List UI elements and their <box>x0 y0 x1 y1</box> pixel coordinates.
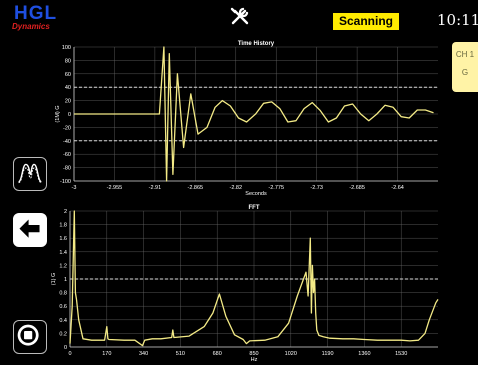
fft-y-tick-label: 0.8 <box>59 291 67 297</box>
fft-x-tick-label: 1530 <box>395 351 407 357</box>
channel-name: CH 1 <box>455 50 475 59</box>
time-history-x-tick-label: -2.685 <box>349 185 365 191</box>
time-history-x-tick-label: -2.91 <box>149 185 162 191</box>
time-history-y-tick-label: -60 <box>63 152 71 158</box>
fft-x-tick-label: 0 <box>68 351 71 357</box>
fft-x-tick-label: 1360 <box>358 351 370 357</box>
peak-icon <box>18 163 42 184</box>
channel-unit: G <box>461 68 469 77</box>
fft-x-tick-label: 680 <box>213 351 222 357</box>
fft-x-tick-label: 510 <box>176 351 185 357</box>
logo-subtitle: Dynamics <box>12 22 50 31</box>
fft-y-tick-label: 0.4 <box>59 318 67 324</box>
fft-x-label: Hz <box>251 357 258 363</box>
fft-y-tick-label: 2 <box>64 209 67 215</box>
time-history-y-tick-label: -40 <box>63 139 71 145</box>
fft-y-tick-label: 1.6 <box>59 236 67 242</box>
fft-chart: 0 170 340 510 680 850 1020 1190 1360 1530 2 1.8 1.6 1… <box>51 205 439 363</box>
fft-x-tick-label: 170 <box>102 351 111 357</box>
time-history-y-label: (1M) G <box>55 105 61 122</box>
logo: HGL <box>14 3 58 24</box>
fft-y-tick-label: 0 <box>64 345 67 351</box>
fft-x-tick-label: 340 <box>139 351 148 357</box>
time-history-y-tick-label: -20 <box>63 125 71 131</box>
fft-x-tick-label: 1020 <box>285 351 297 357</box>
time-history-x-tick-label: -2.865 <box>188 185 204 191</box>
fft-title: FFT <box>249 205 260 211</box>
time-history-y-tick-label: 0 <box>68 112 71 118</box>
fft-x-tick-label: 850 <box>249 351 258 357</box>
fft-x-tick-label: 1190 <box>322 351 334 357</box>
time-history-y-tick-label: 60 <box>65 72 71 78</box>
time-history-y-tick-label: 80 <box>65 58 71 64</box>
time-history-y-tick-label: 100 <box>62 45 71 51</box>
fft-y-tick-label: 1.4 <box>59 250 67 256</box>
time-history-chart: -3 -2.955 -2.91 -2.865 -2.82 -2.775 -2.73 -2.68… <box>55 41 438 197</box>
time-history-y-tick-label: 20 <box>65 99 71 105</box>
time-history-x-tick-label: -2.73 <box>310 185 323 191</box>
time-history-x-tick-label: -3 <box>72 185 77 191</box>
channel-tab[interactable]: CH 1 G <box>452 42 478 92</box>
stop-button[interactable] <box>13 320 47 354</box>
back-button[interactable] <box>13 213 47 247</box>
fft-y-label: (1) G <box>51 273 57 286</box>
tools-icon[interactable] <box>228 4 252 28</box>
time-history-x-label: Seconds <box>245 191 267 197</box>
fft-y-tick-label: 1.8 <box>59 223 67 229</box>
time-history-title: Time History <box>238 41 275 47</box>
fft-y-tick-label: 1.2 <box>59 263 67 269</box>
time-history-x-tick-label: -2.955 <box>107 185 123 191</box>
stop-icon <box>17 324 39 346</box>
fft-y-tick-label: 1 <box>64 277 67 283</box>
peak-button[interactable] <box>13 157 47 191</box>
status-badge: Scanning <box>333 13 399 30</box>
time-history-y-tick-label: -100 <box>60 179 71 185</box>
fft-series-line <box>69 210 439 347</box>
time-history-x-tick-label: -2.64 <box>391 185 404 191</box>
back-arrow-icon <box>19 219 40 238</box>
clock: 10:11:2 <box>437 11 478 29</box>
time-history-y-tick-label: 40 <box>65 85 71 91</box>
fft-y-tick-label: 0.2 <box>59 331 67 337</box>
time-history-x-tick-label: -2.775 <box>268 185 284 191</box>
fft-y-tick-label: 0.6 <box>59 304 67 310</box>
time-history-x-tick-label: -2.82 <box>230 185 243 191</box>
time-history-y-tick-label: -80 <box>63 166 71 172</box>
time-history-series-line <box>74 46 434 182</box>
